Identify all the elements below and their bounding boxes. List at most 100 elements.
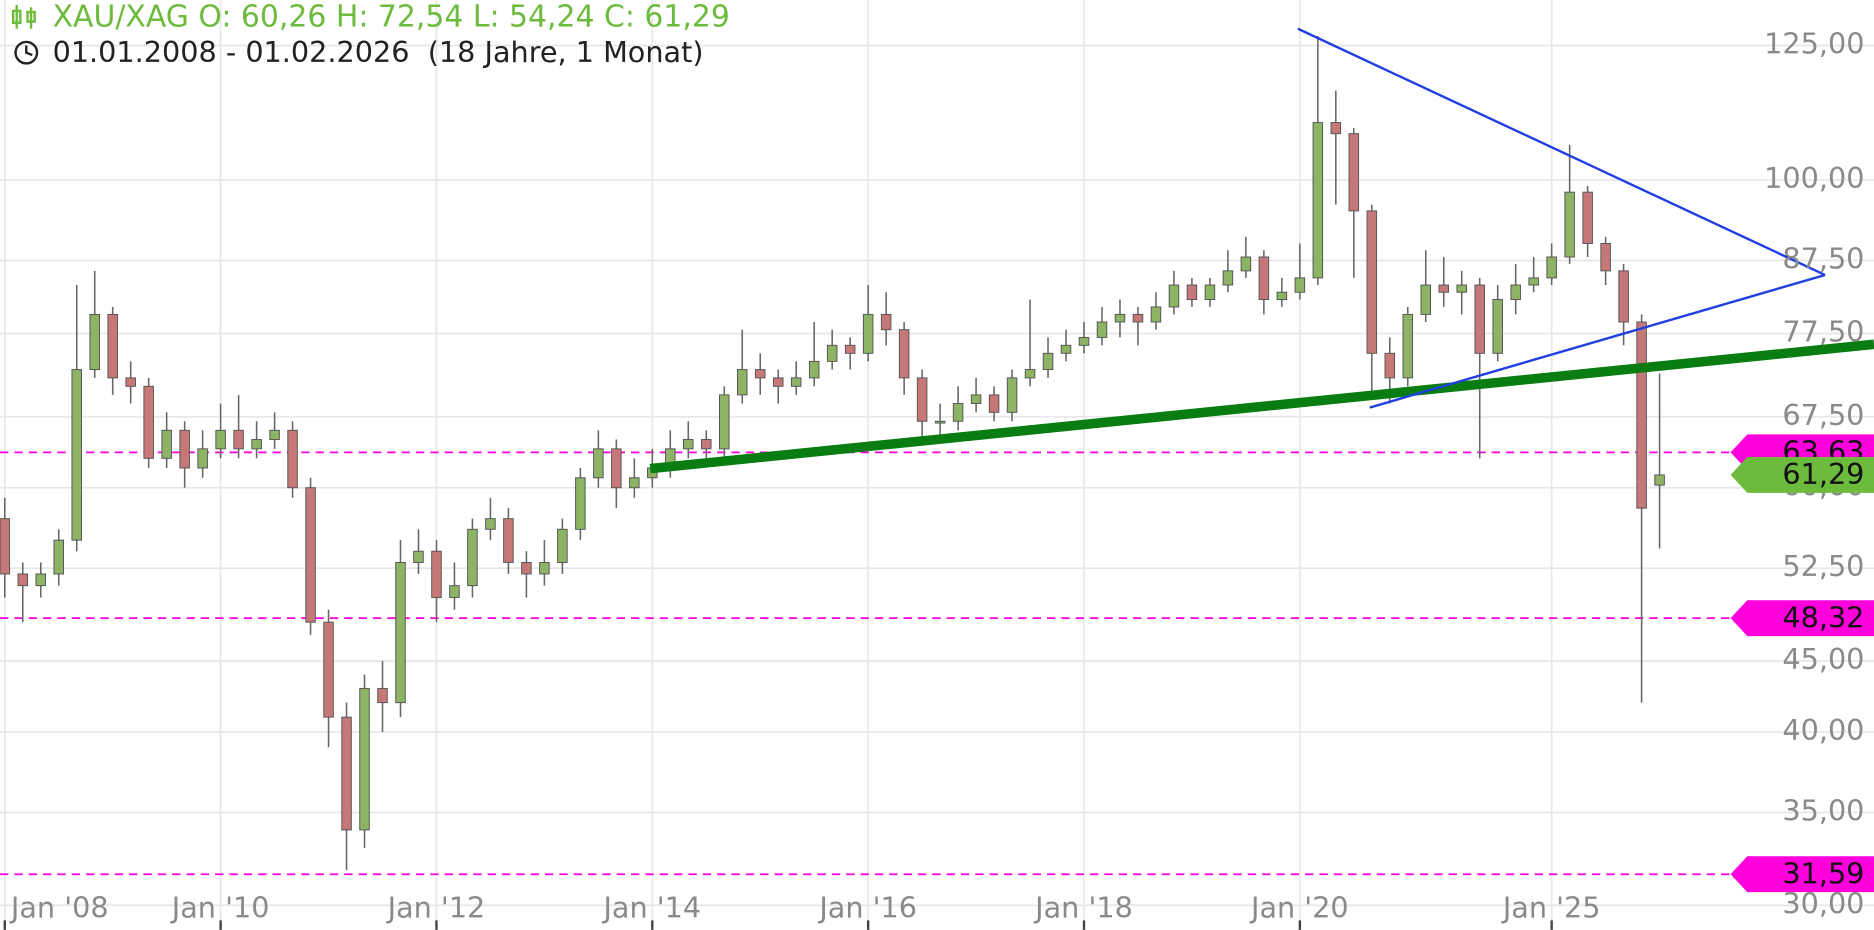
candle-body: [197, 448, 208, 469]
candle-body: [1438, 284, 1450, 293]
candle-body: [826, 344, 838, 362]
candle-body: [880, 313, 892, 331]
candle-body: [862, 313, 874, 354]
candle-body: [611, 448, 622, 489]
candle-body: [1636, 321, 1647, 509]
candle-body: [107, 313, 118, 379]
x-tick-label: Jan '18: [1033, 891, 1133, 925]
candle-body: [0, 518, 11, 575]
axis: 30,0035,0040,0045,0052,5060,0067,5077,50…: [3, 27, 1874, 930]
level-tag: [1730, 856, 1874, 893]
candle-body: [736, 369, 748, 396]
candle-body: [1582, 191, 1593, 244]
candle-body: [377, 687, 388, 704]
candle-body: [1546, 256, 1557, 279]
candle-body: [1456, 284, 1467, 293]
candle-body: [17, 573, 29, 587]
candle-body: [629, 477, 640, 489]
candle-body: [772, 377, 784, 387]
candle-body: [1366, 210, 1378, 354]
candle-body: [719, 394, 730, 450]
candle-body: [1294, 277, 1306, 293]
candle-body: [1564, 191, 1575, 258]
candle-body: [359, 687, 370, 831]
candle-body: [683, 439, 694, 450]
y-tick-label: 52,50: [1782, 549, 1864, 583]
y-tick-label: 35,00: [1782, 793, 1864, 827]
candles: [0, 35, 1665, 871]
candle-body: [503, 518, 514, 563]
candle-body: [1060, 344, 1072, 354]
candle-body: [395, 561, 406, 704]
trend-line: [1297, 27, 1826, 277]
candle-body: [71, 369, 82, 541]
last-price-tag-label: 61,29: [1782, 457, 1864, 491]
candle-body: [161, 429, 172, 459]
candle-body: [701, 439, 712, 450]
candle-body: [1402, 313, 1414, 379]
candle-body: [593, 448, 604, 479]
candle-body: [269, 429, 280, 440]
candle-body: [1114, 313, 1126, 323]
candle-body: [952, 403, 964, 422]
candle-body: [179, 429, 190, 469]
candle-body: [521, 561, 532, 575]
x-tick-label: Jan '14: [601, 891, 701, 925]
x-tick-label: Jan '16: [817, 891, 917, 925]
candle-body: [934, 420, 946, 424]
candle-body: [215, 429, 226, 450]
y-tick-label: 77,50: [1782, 315, 1864, 349]
candle-body: [485, 518, 496, 530]
candle-body: [1006, 377, 1018, 413]
trend-line: [1369, 273, 1826, 409]
candle-body: [35, 573, 47, 587]
candle-body: [1348, 133, 1360, 212]
candle-body: [449, 585, 460, 599]
candle-body: [143, 385, 154, 459]
candle-body: [1024, 369, 1036, 379]
candle-body: [916, 377, 928, 422]
candle-body: [305, 487, 316, 623]
candle-body: [557, 528, 568, 563]
candle-body: [1186, 284, 1198, 301]
x-tick-label: Jan '10: [170, 891, 270, 925]
x-tick-label: Jan '12: [386, 891, 486, 925]
y-tick-label: 40,00: [1782, 713, 1864, 747]
candle-body: [1168, 284, 1180, 308]
candle-body: [1132, 313, 1144, 323]
candle-body: [233, 429, 244, 450]
level-tag-label: 48,32: [1782, 600, 1864, 634]
candle-body: [539, 561, 550, 575]
last-price-tag: [1730, 456, 1874, 493]
x-tick-label: Jan '20: [1249, 891, 1349, 925]
y-tick-label: 87,50: [1782, 241, 1864, 275]
candle-body: [1600, 242, 1611, 272]
candle-body: [323, 621, 334, 718]
candle-body: [89, 313, 100, 371]
candle-body: [53, 539, 65, 575]
subtitle: 01.01.2008 - 01.02.2026 (18 Jahre, 1 Mon…: [53, 35, 704, 69]
candle-body: [1528, 277, 1539, 286]
candle-body: [1492, 299, 1503, 354]
candle-body: [1222, 270, 1234, 286]
levels: [0, 451, 1731, 876]
candle-body: [1384, 352, 1396, 379]
candle-body: [1420, 284, 1432, 315]
level-tag-label: 31,59: [1782, 856, 1864, 890]
title: XAU/XAG O: 60,26 H: 72,54 L: 54,24 C: 61…: [53, 0, 730, 35]
candle-body: [1312, 122, 1324, 279]
candle-body: [1330, 122, 1342, 135]
candle-body: [1510, 284, 1521, 301]
candle-body: [287, 429, 298, 489]
candle-icon: [11, 4, 36, 29]
x-tick-label: Jan '25: [1501, 891, 1601, 925]
candle-body: [431, 550, 442, 599]
trend-line: [649, 339, 1874, 474]
candle-body: [898, 329, 910, 379]
candle-body: [754, 369, 766, 379]
candle-body: [1150, 306, 1162, 323]
candle-body: [125, 377, 136, 387]
candle-body: [1204, 284, 1216, 301]
candle-body: [1618, 270, 1629, 323]
candle-body: [1078, 336, 1090, 346]
